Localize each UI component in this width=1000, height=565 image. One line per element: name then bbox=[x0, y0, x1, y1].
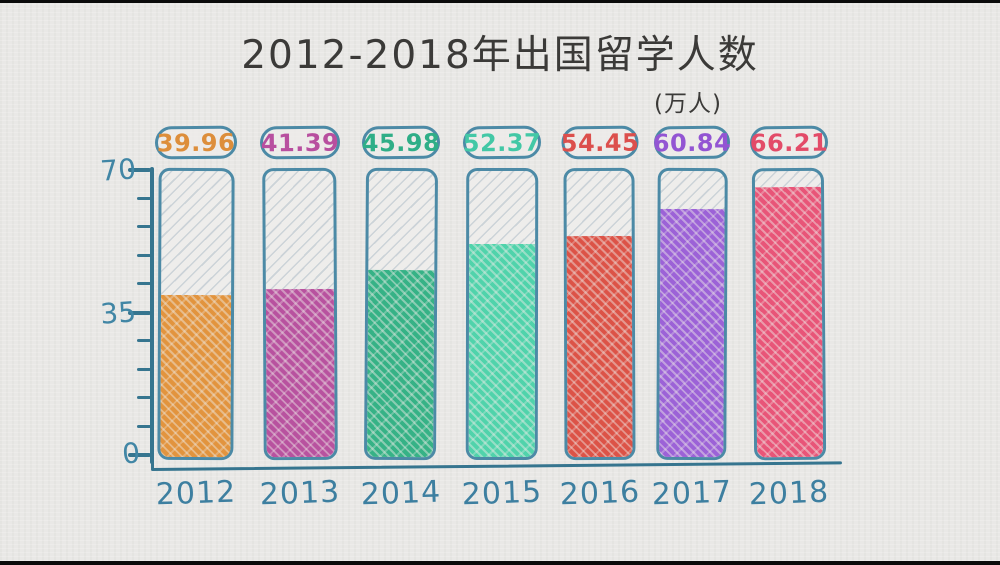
y-axis-label-70: 70 bbox=[99, 152, 138, 188]
x-axis-label: 2018 bbox=[748, 474, 830, 513]
value-badge: 54.45 bbox=[560, 125, 639, 160]
letterbox-top bbox=[0, 0, 1000, 3]
y-axis-minor-tick bbox=[137, 396, 151, 399]
bar-group-2016: 54.45 2016 bbox=[559, 125, 640, 516]
value-label: 60.84 bbox=[652, 128, 732, 157]
x-axis-label: 2015 bbox=[461, 474, 543, 513]
bar-2017 bbox=[656, 167, 728, 461]
x-axis-label: 2017 bbox=[651, 474, 733, 513]
value-label: 52.37 bbox=[462, 128, 542, 157]
y-axis-minor-tick bbox=[137, 225, 151, 228]
value-badge: 66.21 bbox=[749, 125, 829, 160]
bar-fill bbox=[264, 288, 336, 459]
value-badge: 60.84 bbox=[652, 125, 732, 160]
value-label: 41.39 bbox=[260, 128, 340, 157]
bar-group-2012: 39.96 2012 bbox=[154, 125, 238, 516]
y-axis-minor-tick bbox=[137, 367, 151, 371]
letterbox-bottom bbox=[0, 561, 1000, 565]
bar-group-2014: 45.98 2014 bbox=[360, 125, 442, 516]
x-axis-left-hook bbox=[151, 453, 154, 470]
y-axis-minor-tick bbox=[137, 424, 151, 428]
y-axis-minor-tick bbox=[137, 253, 151, 257]
y-axis-minor-tick bbox=[137, 339, 151, 342]
bar-2013 bbox=[262, 167, 338, 461]
x-axis-label: 2012 bbox=[155, 474, 237, 513]
bar-2012 bbox=[157, 167, 235, 461]
bar-fill bbox=[467, 243, 537, 459]
value-badge: 39.96 bbox=[154, 125, 238, 160]
y-axis-label-35: 35 bbox=[99, 295, 138, 331]
y-axis-minor-tick bbox=[137, 196, 151, 200]
bar-fill bbox=[159, 294, 233, 459]
y-axis-minor-tick bbox=[137, 282, 151, 285]
y-axis-line bbox=[150, 167, 154, 464]
value-badge: 45.98 bbox=[361, 125, 441, 160]
y-axis-major-tick bbox=[128, 453, 151, 457]
y-axis-label-0: 0 bbox=[121, 436, 142, 471]
chart-unit-label: (万人) bbox=[654, 91, 722, 117]
x-axis-label: 2013 bbox=[259, 474, 341, 513]
value-label: 66.21 bbox=[749, 128, 829, 157]
y-axis-major-tick bbox=[128, 310, 151, 315]
x-axis-label: 2014 bbox=[360, 474, 442, 513]
bar-2016 bbox=[563, 167, 636, 461]
bar-fill bbox=[365, 269, 436, 459]
bar-2018 bbox=[751, 167, 827, 461]
bar-fill bbox=[658, 209, 726, 459]
value-label: 39.96 bbox=[156, 128, 236, 157]
bar-group-2017: 60.84 2017 bbox=[651, 125, 733, 516]
chart-title: 2012-2018年出国留学人数 bbox=[241, 33, 759, 78]
bar-fill bbox=[565, 235, 634, 459]
bar-group-2015: 52.37 2015 bbox=[461, 125, 543, 516]
bar-group-2018: 66.21 2018 bbox=[748, 125, 830, 516]
y-axis-major-tick bbox=[128, 168, 151, 172]
value-label: 45.98 bbox=[361, 128, 441, 157]
value-badge: 41.39 bbox=[259, 125, 341, 160]
bar-2015 bbox=[465, 167, 539, 461]
x-axis-label: 2016 bbox=[558, 474, 641, 513]
bar-group-2013: 41.39 2013 bbox=[259, 125, 341, 516]
bar-fill bbox=[754, 187, 825, 459]
value-badge: 52.37 bbox=[462, 125, 542, 160]
bar-2014 bbox=[363, 167, 439, 461]
value-label: 54.45 bbox=[560, 128, 639, 157]
